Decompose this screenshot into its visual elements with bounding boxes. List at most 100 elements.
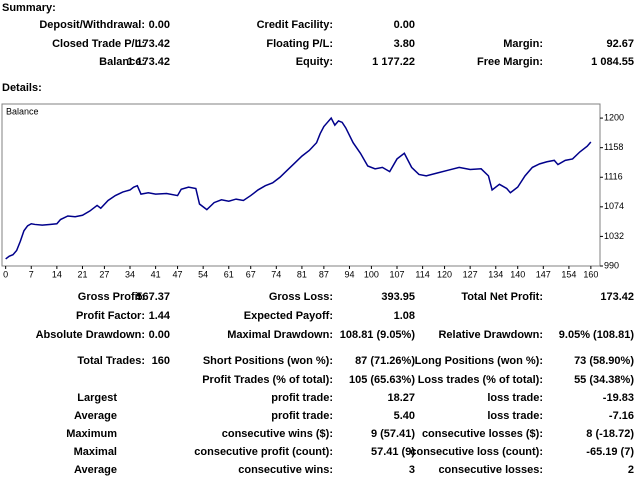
field-value: -19.83 [603,392,634,404]
field-value: 1 084.55 [591,56,634,68]
x-tick-label: 94 [344,269,354,279]
x-tick-label: 127 [463,269,478,279]
field-value: 18.27 [387,392,415,404]
field-value: 1 177.22 [372,56,415,68]
field-label: Expected Payoff: [244,310,333,322]
y-tick-label: 990 [604,260,619,270]
field-value: -65.19 (7) [586,446,634,458]
field-label: Equity: [296,56,333,68]
x-tick-label: 7 [29,269,34,279]
x-tick-label: 27 [99,269,109,279]
y-tick-label: 1116 [604,172,623,182]
field-value: 0.00 [394,19,415,31]
field-value: 3.80 [394,38,415,50]
field-value: 1 173.42 [127,56,170,68]
field-value: 393.95 [381,291,415,303]
x-tick-label: 41 [151,269,161,279]
field-value: 173.42 [136,38,170,50]
y-tick-label: 1032 [604,231,624,241]
x-tick-label: 147 [536,269,551,279]
x-tick-label: 154 [561,269,576,279]
field-value: 9 (57.41) [371,428,415,440]
field-label: Average [74,464,117,476]
x-tick-label: 34 [125,269,135,279]
field-value: 1.44 [149,310,171,322]
field-label: Profit Factor: [76,310,145,322]
field-label: Absolute Drawdown: [36,329,145,341]
x-tick-label: 74 [271,269,281,279]
field-label: Closed Trade P/L: [52,38,145,50]
field-label: consecutive losses ($): [422,428,543,440]
field-label: consecutive wins ($): [222,428,333,440]
x-tick-label: 54 [198,269,208,279]
field-label: Total Trades: [77,355,145,367]
field-label: Relative Drawdown: [438,329,543,341]
field-label: Average [74,410,117,422]
field-label: Total Net Profit: [461,291,543,303]
field-label: loss trade: [487,410,543,422]
field-label: Maximal Drawdown: [227,329,333,341]
field-label: profit trade: [271,410,333,422]
field-value: 87 (71.26%) [355,355,415,367]
field-value: 8 (-18.72) [586,428,634,440]
field-label: Short Positions (won %): [203,355,333,367]
y-tick-label: 1074 [604,201,624,211]
field-label: Free Margin: [477,56,543,68]
x-tick-label: 120 [437,269,452,279]
field-label: Profit Trades (% of total): [202,374,333,386]
x-tick-label: 134 [488,269,503,279]
field-value: 173.42 [600,291,634,303]
x-tick-label: 67 [246,269,256,279]
field-label: Credit Facility: [257,19,333,31]
field-value: 3 [409,464,415,476]
field-value: 9.05% (108.81) [559,329,635,341]
legend-label: Balance [6,106,39,116]
x-tick-label: 81 [297,269,307,279]
field-value: 55 (34.38%) [574,374,634,386]
field-label: Maximum [66,428,117,440]
field-value: 105 (65.63%) [349,374,415,386]
x-tick-label: 87 [319,269,329,279]
summary-title: Summary: [2,2,56,14]
field-value: -7.16 [609,410,634,422]
field-value: 57.41 (9) [371,446,415,458]
field-label: Maximal [74,446,117,458]
x-tick-label: 61 [224,269,234,279]
field-label: Floating P/L: [266,38,333,50]
field-label: Gross Loss: [269,291,333,303]
field-label: Largest [77,392,117,404]
y-tick-label: 1200 [604,112,624,122]
field-label: profit trade: [271,392,333,404]
x-tick-label: 160 [583,269,598,279]
field-value: 567.37 [136,291,170,303]
x-tick-label: 14 [52,269,62,279]
field-value: 1.08 [394,310,415,322]
x-tick-label: 21 [77,269,87,279]
x-tick-label: 114 [415,269,429,279]
field-value: 0.00 [149,19,170,31]
field-label: loss trade: [487,392,543,404]
field-label: Long Positions (won %): [415,355,543,367]
field-value: 160 [152,355,170,367]
field-label: Deposit/Withdrawal: [39,19,145,31]
field-label: consecutive profit (count): [194,446,333,458]
field-value: 92.67 [606,38,634,50]
field-value: 73 (58.90%) [574,355,634,367]
x-tick-label: 140 [510,269,525,279]
field-label: Gross Profit: [78,291,145,303]
field-value: 2 [628,464,634,476]
x-tick-label: 47 [173,269,183,279]
x-tick-label: 0 [3,269,8,279]
balance-line [5,116,592,260]
field-value: 0.00 [149,329,170,341]
x-tick-label: 107 [389,269,404,279]
field-label: Loss trades (% of total): [418,374,543,386]
field-label: consecutive losses: [438,464,543,476]
field-label: Balance: [99,56,145,68]
field-value: 5.40 [394,410,415,422]
chart-frame [1,103,601,267]
details-title: Details: [2,82,42,94]
field-label: Margin: [503,38,543,50]
